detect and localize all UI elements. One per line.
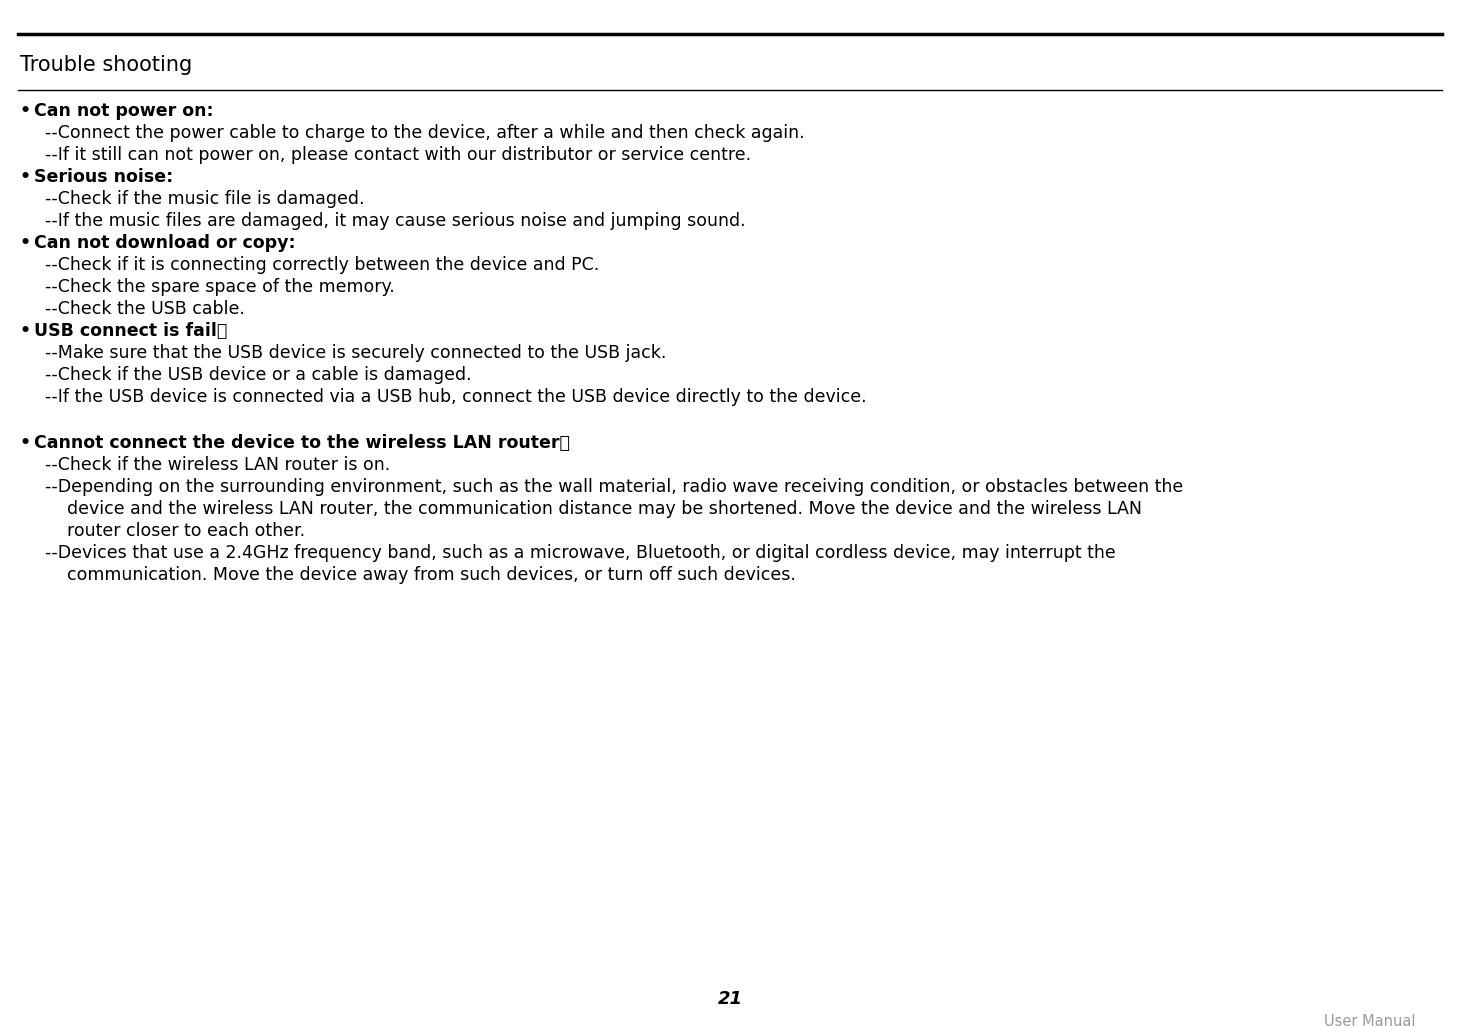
Text: Trouble shooting: Trouble shooting	[20, 55, 193, 75]
Text: --Check the spare space of the memory.: --Check the spare space of the memory.	[45, 278, 394, 295]
Text: --Depending on the surrounding environment, such as the wall material, radio wav: --Depending on the surrounding environme…	[45, 478, 1183, 497]
Text: --Devices that use a 2.4GHz frequency band, such as a microwave, Bluetooth, or d: --Devices that use a 2.4GHz frequency ba…	[45, 544, 1115, 562]
Text: •: •	[20, 434, 31, 452]
Text: •: •	[20, 322, 31, 340]
Text: Can not download or copy:: Can not download or copy:	[34, 234, 295, 252]
Text: Serious noise:: Serious noise:	[34, 168, 174, 186]
Text: router closer to each other.: router closer to each other.	[45, 522, 305, 541]
Text: Can not power on:: Can not power on:	[34, 102, 213, 120]
Text: User Manual: User Manual	[1324, 1014, 1415, 1026]
Text: --Make sure that the USB device is securely connected to the USB jack.: --Make sure that the USB device is secur…	[45, 344, 666, 362]
Text: •: •	[20, 168, 31, 186]
Text: USB connect is fail：: USB connect is fail：	[34, 322, 228, 340]
Text: 21: 21	[717, 990, 743, 1008]
Text: --Connect the power cable to charge to the device, after a while and then check : --Connect the power cable to charge to t…	[45, 124, 804, 142]
Text: --Check the USB cable.: --Check the USB cable.	[45, 300, 245, 318]
Text: --Check if the wireless LAN router is on.: --Check if the wireless LAN router is on…	[45, 457, 390, 474]
Text: •: •	[20, 102, 31, 120]
Text: --If the USB device is connected via a USB hub, connect the USB device directly : --If the USB device is connected via a U…	[45, 388, 867, 406]
Text: --If the music files are damaged, it may cause serious noise and jumping sound.: --If the music files are damaged, it may…	[45, 212, 746, 230]
Text: --Check if the music file is damaged.: --Check if the music file is damaged.	[45, 190, 365, 208]
Text: •: •	[20, 234, 31, 252]
Text: --If it still can not power on, please contact with our distributor or service c: --If it still can not power on, please c…	[45, 146, 750, 164]
Text: --Check if the USB device or a cable is damaged.: --Check if the USB device or a cable is …	[45, 366, 472, 384]
Text: communication. Move the device away from such devices, or turn off such devices.: communication. Move the device away from…	[45, 566, 796, 584]
Text: --Check if it is connecting correctly between the device and PC.: --Check if it is connecting correctly be…	[45, 256, 599, 274]
Text: device and the wireless LAN router, the communication distance may be shortened.: device and the wireless LAN router, the …	[45, 501, 1142, 518]
Text: Cannot connect the device to the wireless LAN router：: Cannot connect the device to the wireles…	[34, 434, 569, 452]
